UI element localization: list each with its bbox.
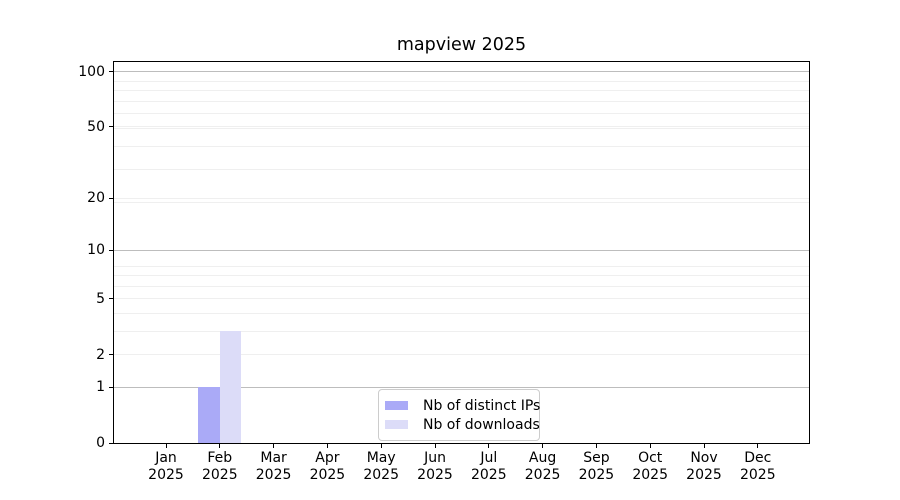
x-tick-mark [273,444,275,448]
x-tick-label: Oct 2025 [618,450,682,484]
y-tick-label: 2 [96,346,105,363]
x-tick-month: Apr [315,450,340,466]
x-tick-mark [165,444,167,448]
major-gridline [114,249,809,251]
x-tick-year: 2025 [470,467,507,483]
y-tick-label: 20 [87,190,105,207]
x-tick-year: 2025 [309,467,346,483]
x-tick-year: 2025 [148,467,184,483]
major-gridline [114,386,809,388]
x-tick-year: 2025 [739,467,776,483]
x-tick-mark [649,444,651,448]
bar-nb-of-distinct-ips [198,387,220,443]
x-tick-mark [488,444,490,448]
y-tick-mark [109,126,113,128]
y-tick-mark [109,386,113,388]
legend-label: Nb of downloads [423,416,540,433]
y-tick-mark [109,249,113,251]
minor-gridline [114,80,809,82]
y-tick-label: 10 [87,242,105,259]
x-tick-month: Dec [744,450,772,466]
x-tick-month: Jul [480,450,498,466]
x-tick-year: 2025 [632,467,668,483]
x-tick-mark [542,444,544,448]
minor-gridline [114,275,809,277]
x-tick-label: Jun 2025 [403,450,467,484]
minor-gridline [114,89,809,91]
x-tick-month: Oct [638,450,663,466]
x-tick-month: Aug [528,450,557,466]
minor-gridline [114,113,809,115]
x-tick-mark [757,444,759,448]
x-tick-label: Jan 2025 [134,450,198,484]
y-tick-label: 50 [87,118,105,135]
minor-gridline [114,285,809,287]
x-tick-mark [595,444,597,448]
y-tick-label: 1 [96,379,105,396]
major-gridline [114,71,809,73]
y-tick-mark [109,442,113,444]
x-tick-label: Dec 2025 [726,450,790,484]
legend-entry: Nb of distinct IPs [385,396,540,415]
minor-gridline [114,100,809,102]
x-tick-year: 2025 [201,467,238,483]
minor-gridline [114,265,809,267]
x-tick-year: 2025 [524,467,561,483]
y-tick-mark [109,354,113,356]
bar-nb-of-downloads [219,331,242,443]
x-tick-year: 2025 [686,467,722,483]
x-tick-mark [380,444,382,448]
x-tick-label: Apr 2025 [295,450,359,484]
y-tick-label: 100 [78,63,105,80]
y-tick-label: 0 [96,435,105,451]
x-tick-month: Nov [690,450,718,466]
x-tick-mark [434,444,436,448]
legend-entry: Nb of downloads [385,415,540,434]
minor-gridline [114,313,809,315]
x-tick-mark [703,444,705,448]
x-tick-year: 2025 [578,467,615,483]
x-tick-label: Jul 2025 [457,450,521,484]
minor-gridline [114,197,809,199]
x-tick-month: Sep [583,450,610,466]
x-tick-label: Feb 2025 [188,450,252,484]
plot-area [113,61,810,444]
y-tick-mark [109,298,113,300]
x-tick-month: Jun [424,450,446,466]
minor-gridline [114,298,809,300]
x-tick-label: Nov 2025 [672,450,736,484]
x-tick-label: May 2025 [349,450,413,484]
legend-label: Nb of distinct IPs [423,397,541,414]
y-tick-label: 5 [96,290,105,307]
minor-gridline [114,201,809,203]
x-tick-label: Sep 2025 [564,450,628,484]
x-tick-month: Feb [207,450,233,466]
x-tick-label: Mar 2025 [242,450,306,484]
minor-gridline [114,168,809,170]
minor-gridline [114,126,809,128]
x-tick-month: May [366,450,396,466]
minor-gridline [114,127,809,129]
legend: Nb of distinct IPs Nb of downloads [378,389,540,441]
x-tick-year: 2025 [255,467,292,483]
legend-swatch [385,401,408,410]
x-tick-year: 2025 [417,467,453,483]
y-tick-mark [109,71,113,73]
x-tick-year: 2025 [363,467,399,483]
x-tick-month: Jan [155,450,177,466]
y-tick-mark [109,197,113,199]
legend-swatch [385,420,408,429]
minor-gridline [114,330,809,332]
x-tick-label: Aug 2025 [511,450,575,484]
x-tick-mark [326,444,328,448]
minor-gridline [114,354,809,356]
minor-gridline [114,145,809,147]
x-tick-month: Mar [260,450,287,466]
chart-title: mapview 2025 [396,35,527,55]
x-tick-mark [219,444,221,448]
